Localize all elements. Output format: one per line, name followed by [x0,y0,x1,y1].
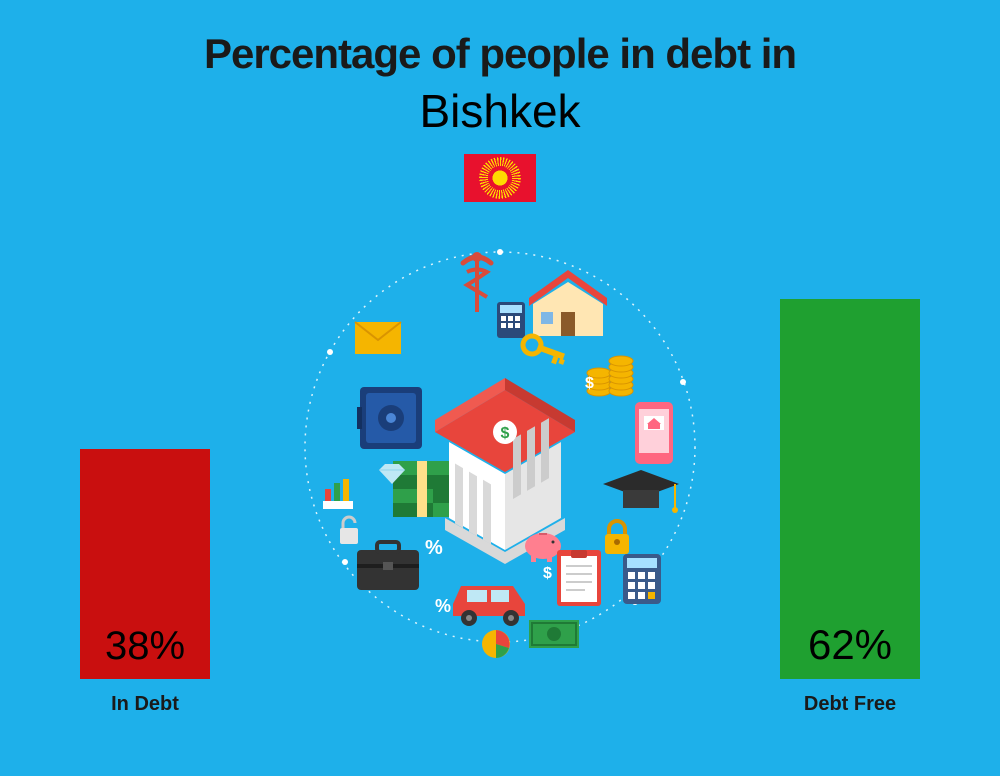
bar-debt-free: 62% [780,299,920,679]
bar-label-debt-free: Debt Free [804,693,896,716]
bar-group-debt-free: 62% Debt Free [780,299,920,716]
bar-label-in-debt: In Debt [111,693,179,716]
bar-in-debt: 38% [80,449,210,679]
bar-group-in-debt: 38% In Debt [80,449,210,716]
flag-sun-icon [485,163,515,193]
flag-kyrgyzstan [464,154,536,202]
bar-value-in-debt: 38% [105,624,185,669]
bar-chart: 38% In Debt 62% Debt Free [0,299,1000,716]
page-title: Percentage of people in debt in [0,0,1000,78]
bar-value-debt-free: 62% [808,621,892,669]
city-name: Bishkek [0,84,1000,138]
